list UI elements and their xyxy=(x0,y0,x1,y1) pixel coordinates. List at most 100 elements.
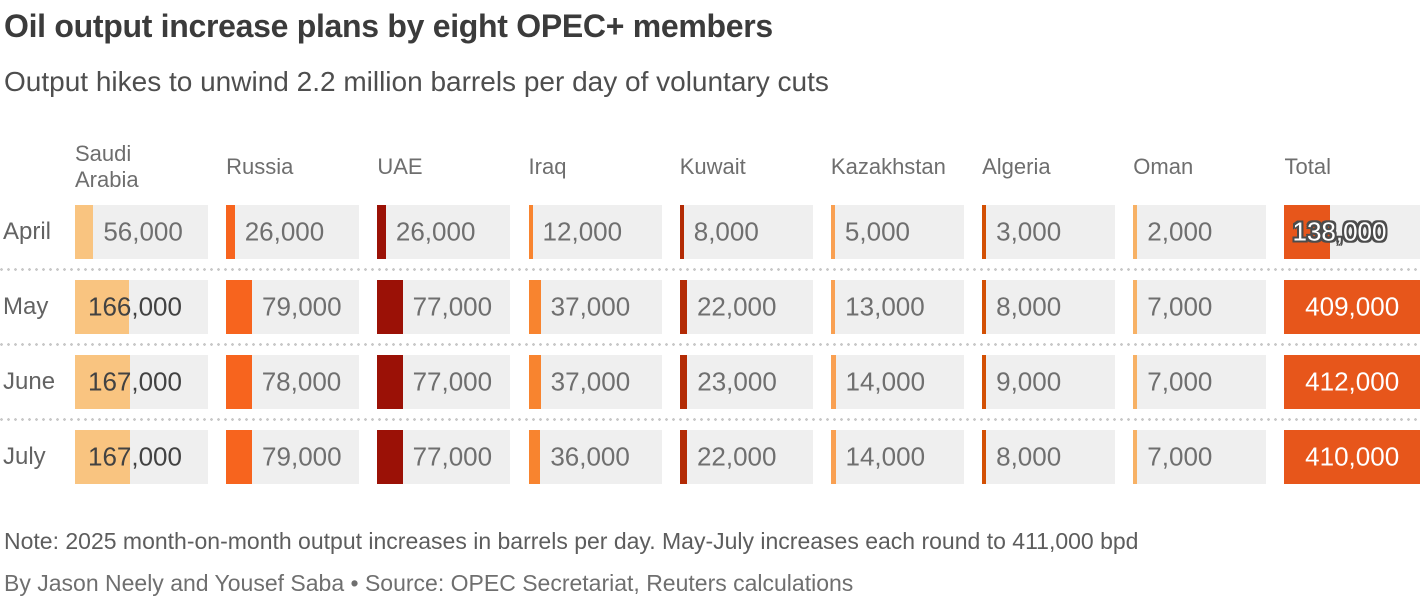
value-label: 77,000 xyxy=(412,291,493,322)
value-label: 138,000 xyxy=(1292,216,1387,247)
cell-may-kuwait: 22,000 xyxy=(679,280,813,334)
value-label: 409,000 xyxy=(1305,291,1400,322)
column-header-iraq: Iraq xyxy=(528,153,567,179)
bar xyxy=(982,430,987,484)
bar xyxy=(830,355,836,409)
cell-july-uae: 77,000 xyxy=(377,430,511,484)
value-label: 410,000 xyxy=(1305,441,1400,472)
column-header-russia: Russia xyxy=(226,153,294,179)
cell-june-uae: 77,000 xyxy=(377,355,511,409)
output-bar-table: Saudi Arabia Russia UAE Iraq Kuwait Kazakhsta… xyxy=(0,133,1420,484)
value-label: 37,000 xyxy=(550,366,631,397)
bar xyxy=(830,430,836,484)
column-header-total: Total xyxy=(1284,153,1331,179)
bar xyxy=(830,205,835,259)
cell-july-kazakhstan: 14,000 xyxy=(830,430,964,484)
bar xyxy=(226,205,235,259)
value-label: 13,000 xyxy=(845,291,925,322)
bar xyxy=(528,205,533,259)
bar xyxy=(1133,205,1138,259)
cell-april-uae: 26,000 xyxy=(377,205,511,259)
column-header-kuwait: Kuwait xyxy=(679,153,746,179)
value-label: 7,000 xyxy=(1147,441,1213,472)
row-label: April xyxy=(3,218,52,245)
cell-april-oman: 2,000 xyxy=(1133,205,1267,259)
bar xyxy=(74,355,130,409)
table-row-june: June 167,000 78,000 77,000 37,000 23,000 14,00… xyxy=(0,355,1420,409)
bar xyxy=(74,430,130,484)
bar xyxy=(1284,280,1420,334)
cell-april-kuwait: 8,000 xyxy=(679,205,813,259)
cell-june-algeria: 9,000 xyxy=(982,355,1116,409)
bar xyxy=(528,430,541,484)
cell-may-oman: 7,000 xyxy=(1133,280,1267,334)
bar xyxy=(377,430,403,484)
bar xyxy=(226,430,253,484)
value-label: 2,000 xyxy=(1147,216,1213,247)
bar xyxy=(830,280,836,334)
cell-july-total: 410,000 xyxy=(1284,430,1420,484)
cell-july-oman: 7,000 xyxy=(1133,430,1267,484)
bar xyxy=(679,280,687,334)
bar xyxy=(1133,430,1138,484)
bar xyxy=(377,280,403,334)
row-divider xyxy=(0,343,1420,346)
cell-april-total: 138,000 xyxy=(1284,205,1420,259)
table-body: April 56,000 26,000 26,000 12,000 8,000 5,000 3… xyxy=(0,205,1420,484)
bar xyxy=(377,355,403,409)
chart-byline: By Jason Neely and Yousef Saba • Source:… xyxy=(4,570,854,596)
row-divider xyxy=(0,268,1420,271)
column-header-oman: Oman xyxy=(1133,153,1194,179)
value-label: 79,000 xyxy=(262,291,342,322)
table-row-july: July 167,000 79,000 77,000 36,000 22,000 14,00… xyxy=(0,430,1420,484)
value-label: 77,000 xyxy=(412,441,493,472)
cell-april-kazakhstan: 5,000 xyxy=(830,205,964,259)
cell-may-uae: 77,000 xyxy=(377,280,511,334)
table-row-april: April 56,000 26,000 26,000 12,000 8,000 5,000 3… xyxy=(0,205,1420,259)
value-label: 9,000 xyxy=(996,366,1062,397)
bar xyxy=(74,205,94,259)
bar xyxy=(982,355,987,409)
bar xyxy=(982,280,987,334)
row-label: July xyxy=(3,443,46,470)
value-label: 23,000 xyxy=(697,366,777,397)
value-label: 14,000 xyxy=(845,441,926,472)
table-row-may: May 166,000 79,000 77,000 37,000 22,000 13,000… xyxy=(0,280,1420,334)
cell-april-algeria: 3,000 xyxy=(982,205,1116,259)
value-label: 8,000 xyxy=(996,291,1062,322)
bar xyxy=(1133,355,1138,409)
cell-june-total: 412,000 xyxy=(1284,355,1420,409)
cell-june-kazakhstan: 14,000 xyxy=(830,355,964,409)
cell-june-iraq: 37,000 xyxy=(528,355,662,409)
value-label: 77,000 xyxy=(412,366,493,397)
row-label: May xyxy=(3,293,49,320)
cell-may-kazakhstan: 13,000 xyxy=(830,280,964,334)
bar xyxy=(679,430,687,484)
cell-june-oman: 7,000 xyxy=(1133,355,1267,409)
bar xyxy=(1284,430,1420,484)
value-label: 5,000 xyxy=(844,216,910,247)
value-label: 7,000 xyxy=(1147,366,1213,397)
value-label: 36,000 xyxy=(550,441,630,472)
cell-april-iraq: 12,000 xyxy=(528,205,662,259)
bar xyxy=(528,355,541,409)
value-label: 56,000 xyxy=(103,216,183,247)
bar xyxy=(1284,355,1420,409)
value-label: 37,000 xyxy=(550,291,631,322)
table-header-row: Saudi Arabia Russia UAE Iraq Kuwait Kazakhsta… xyxy=(0,133,1420,200)
value-label: 22,000 xyxy=(696,291,777,322)
bar xyxy=(982,205,987,259)
cell-june-saudi-arabia: 167,000 xyxy=(74,355,208,409)
cell-may-saudi-arabia: 166,000 xyxy=(74,280,208,334)
bar xyxy=(679,205,684,259)
value-label: 14,000 xyxy=(845,366,926,397)
cell-july-saudi-arabia: 167,000 xyxy=(74,430,208,484)
bar xyxy=(226,355,252,409)
chart-title: Oil output increase plans by eight OPEC+… xyxy=(4,8,773,44)
bar xyxy=(679,355,688,409)
row-divider xyxy=(0,418,1420,421)
cell-may-total: 409,000 xyxy=(1284,280,1420,334)
cell-may-algeria: 8,000 xyxy=(982,280,1116,334)
value-label: 166,000 xyxy=(87,291,182,322)
bar xyxy=(528,280,541,334)
